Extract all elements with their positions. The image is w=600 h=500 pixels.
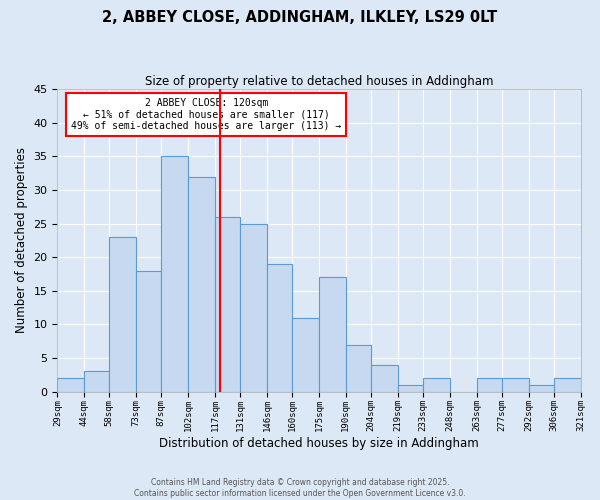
Bar [423,378,450,392]
Bar [529,385,554,392]
Bar [502,378,529,392]
Bar [267,264,292,392]
Bar [215,217,240,392]
Bar [398,385,423,392]
Title: Size of property relative to detached houses in Addingham: Size of property relative to detached ho… [145,75,493,88]
Bar [292,318,319,392]
Text: Contains HM Land Registry data © Crown copyright and database right 2025.
Contai: Contains HM Land Registry data © Crown c… [134,478,466,498]
Text: 2 ABBEY CLOSE: 120sqm
← 51% of detached houses are smaller (117)
49% of semi-det: 2 ABBEY CLOSE: 120sqm ← 51% of detached … [71,98,341,132]
Bar [371,364,398,392]
Bar [58,378,84,392]
X-axis label: Distribution of detached houses by size in Addingham: Distribution of detached houses by size … [159,437,479,450]
Bar [84,372,109,392]
Bar [319,278,346,392]
Bar [346,344,371,392]
Bar [161,156,188,392]
Bar [240,224,267,392]
Bar [136,270,161,392]
Bar [188,176,215,392]
Y-axis label: Number of detached properties: Number of detached properties [15,148,28,334]
Bar [554,378,581,392]
Text: 2, ABBEY CLOSE, ADDINGHAM, ILKLEY, LS29 0LT: 2, ABBEY CLOSE, ADDINGHAM, ILKLEY, LS29 … [103,10,497,25]
Bar [109,237,136,392]
Bar [476,378,502,392]
